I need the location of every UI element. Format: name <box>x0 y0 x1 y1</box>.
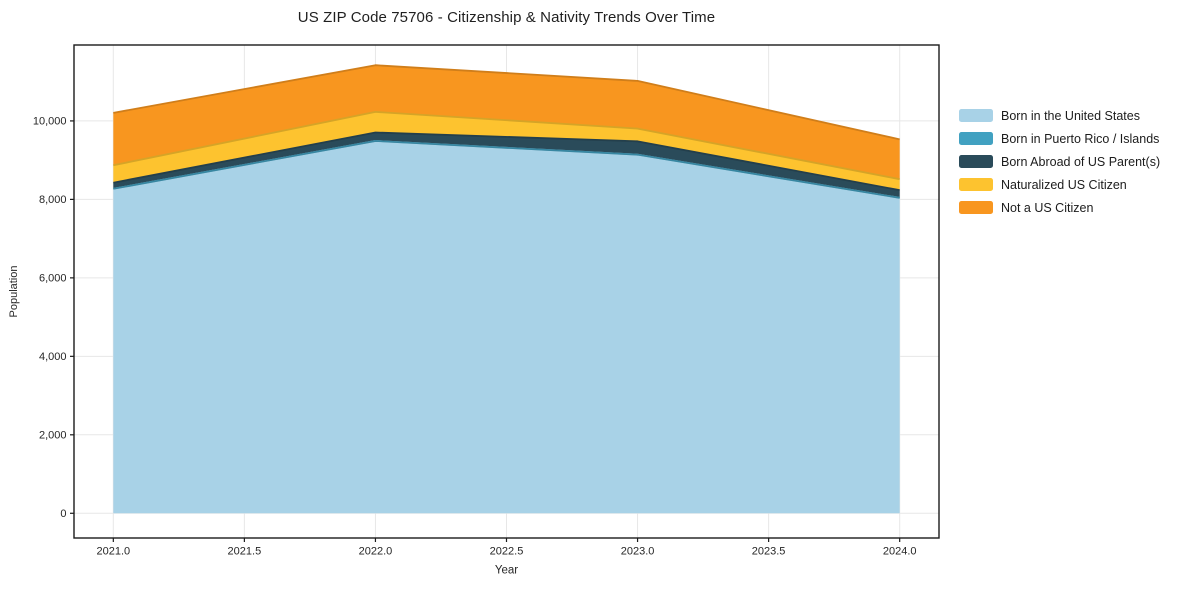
y-tick-label: 8,000 <box>39 194 67 206</box>
legend-swatch <box>959 201 993 214</box>
area-edge <box>113 140 900 199</box>
x-tick-label: 2022.0 <box>359 546 393 558</box>
legend-swatch <box>959 109 993 122</box>
chart-title: US ZIP Code 75706 - Citizenship & Nativi… <box>297 9 716 26</box>
area-series <box>113 65 900 180</box>
area-edge <box>113 64 900 141</box>
legend-swatch <box>959 132 993 145</box>
legend: Born in the United States Born in Puerto … <box>959 104 1160 219</box>
area-series <box>113 140 900 514</box>
area-edge <box>113 131 900 192</box>
x-tick-label: 2024.0 <box>883 546 917 558</box>
area-edge <box>113 110 900 181</box>
x-tick-label: 2021.5 <box>228 546 262 558</box>
legend-swatch <box>959 155 993 168</box>
y-axis-label: Population <box>8 266 20 318</box>
legend-label: Born Abroad of US Parent(s) <box>1001 154 1161 169</box>
x-tick-label: 2021.0 <box>96 546 130 558</box>
y-tick-label: 6,000 <box>39 273 67 285</box>
area-series <box>113 111 900 191</box>
x-tick-label: 2022.5 <box>490 546 524 558</box>
y-tick-label: 0 <box>60 508 66 520</box>
legend-label: Born in Puerto Rico / Islands <box>1001 131 1160 146</box>
area-series <box>113 132 900 198</box>
x-tick-label: 2023.0 <box>621 546 655 558</box>
legend-item: Born in Puerto Rico / Islands <box>959 127 1160 150</box>
legend-item: Born in the United States <box>959 104 1160 127</box>
x-axis-label: Year <box>495 565 518 577</box>
legend-label: Not a US Citizen <box>1001 200 1094 215</box>
legend-swatch <box>959 178 993 191</box>
y-tick-label: 4,000 <box>39 351 67 363</box>
y-tick-label: 10,000 <box>33 116 67 128</box>
x-tick-label: 2023.5 <box>752 546 786 558</box>
legend-item: Naturalized US Citizen <box>959 173 1160 196</box>
legend-item: Born Abroad of US Parent(s) <box>959 150 1160 173</box>
y-tick-label: 2,000 <box>39 430 67 442</box>
legend-label: Naturalized US Citizen <box>1001 177 1127 192</box>
legend-label: Born in the United States <box>1001 108 1140 123</box>
legend-item: Not a US Citizen <box>959 196 1160 219</box>
